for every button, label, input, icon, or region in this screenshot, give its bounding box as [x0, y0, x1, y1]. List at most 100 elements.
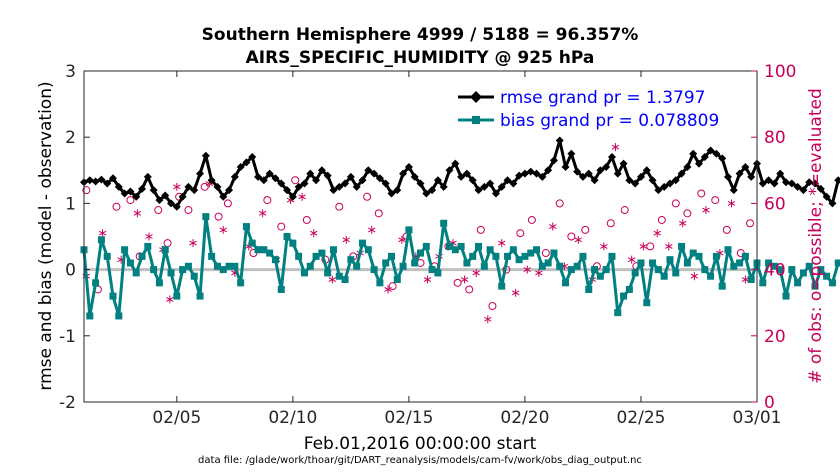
bias-point: [150, 266, 158, 274]
bias-point: [422, 242, 430, 250]
rmse-point: [834, 176, 840, 185]
obs-evaluated-point: [627, 255, 636, 264]
bias-point: [689, 249, 697, 257]
rmse-point: [561, 162, 570, 171]
y-right-tick-label: 40: [764, 261, 786, 281]
y-right-tick-label: 0: [764, 393, 775, 413]
obs-possible-point: [746, 219, 755, 228]
obs-possible-point: [606, 219, 615, 228]
obs-evaluated-point: [472, 268, 480, 277]
bias-point: [683, 259, 691, 267]
bias-point: [370, 266, 378, 274]
rmse-point: [497, 182, 506, 191]
obs-evaluated-stroke: [600, 243, 608, 249]
bias-point: [678, 242, 686, 250]
bias-point: [405, 226, 413, 234]
rmse-point: [625, 176, 634, 185]
bias-point: [480, 262, 488, 270]
bias-point: [121, 246, 129, 254]
obs-evaluated-point: [133, 209, 142, 218]
rmse-point: [619, 159, 628, 168]
bias-point: [109, 292, 117, 300]
bias-point: [823, 272, 831, 280]
bias-point: [289, 239, 297, 247]
obs-evaluated-stroke: [328, 277, 337, 282]
obs-evaluated-stroke: [189, 240, 197, 246]
bias-point: [173, 292, 181, 300]
bias-point: [179, 266, 187, 274]
bias-point: [399, 262, 407, 270]
footnote: data file: /glade/work/thoar/git/DART_re…: [198, 455, 642, 466]
bias-point: [765, 259, 773, 267]
rmse-point: [555, 136, 564, 145]
obs-evaluated-point: [460, 275, 469, 284]
rmse-point: [138, 184, 147, 193]
rmse-point: [277, 179, 286, 188]
x-axis-label: Feb.01,2016 00:00:00 start: [304, 434, 537, 454]
obs-evaluated-point: [145, 232, 153, 241]
legend: rmse grand pr = 1.3797 bias grand pr = 0…: [458, 88, 719, 131]
bias-point: [498, 282, 506, 290]
obs-possible-point: [263, 196, 272, 205]
obs-possible-point: [527, 215, 536, 224]
obs-evaluated-stroke: [384, 287, 392, 292]
obs-evaluated-point: [665, 242, 673, 251]
obs-evaluated-stroke: [460, 277, 469, 282]
y-right-tick-label: 20: [764, 327, 786, 347]
obs-possible-point: [291, 176, 300, 185]
bias-point: [614, 309, 622, 317]
rmse-point: [451, 159, 460, 168]
rmse-point: [399, 169, 408, 178]
rmse-point: [776, 169, 785, 178]
rmse-point: [161, 191, 170, 200]
bias-point: [254, 246, 262, 254]
y-left-tick-label: -2: [59, 393, 76, 413]
obs-possible-point: [488, 302, 497, 311]
bias-point: [312, 252, 320, 260]
obs-evaluated-stroke: [639, 243, 648, 249]
bias-point: [335, 272, 343, 280]
rmse-point: [828, 199, 837, 208]
bias-point: [283, 233, 291, 240]
y-left-tick-label: 0: [65, 261, 76, 281]
obs-evaluated-point: [484, 315, 492, 324]
bias-point: [759, 279, 767, 287]
obs-possible-point: [555, 199, 564, 208]
bias-point: [544, 259, 552, 267]
rmse-point: [283, 186, 292, 195]
rmse-point: [700, 153, 709, 162]
rmse-point: [782, 178, 791, 187]
bias-point: [260, 246, 268, 254]
obs-evaluated-point: [653, 229, 661, 238]
bias-point: [834, 259, 840, 267]
bias-point: [579, 252, 587, 260]
rmse-point: [573, 167, 582, 176]
obs-possible-point: [388, 282, 397, 291]
rmse-point: [213, 182, 222, 191]
bias-point: [828, 279, 836, 287]
bias-point: [712, 252, 720, 260]
rmse-point: [201, 151, 210, 160]
obs-evaluated-stroke: [665, 243, 673, 249]
obs-evaluated-stroke: [535, 270, 543, 276]
rmse-point: [230, 172, 239, 181]
rmse-point: [578, 172, 587, 181]
obs-evaluated-stroke: [173, 184, 181, 190]
bias-point: [138, 252, 146, 260]
obs-evaluated-stroke: [368, 227, 376, 233]
rmse-point: [288, 192, 297, 201]
bias-point: [266, 249, 274, 257]
rmse-point: [718, 154, 727, 163]
bias-point: [585, 285, 593, 293]
rmse-point: [184, 182, 193, 191]
obs-evaluated-stroke: [133, 210, 142, 216]
bias-point: [637, 259, 645, 267]
obs-evaluated-point: [574, 235, 583, 244]
obs-possible-point: [711, 196, 720, 205]
rmse-point: [219, 192, 228, 201]
y-left-tick-label: 2: [65, 128, 76, 148]
obs-possible-point: [374, 209, 383, 218]
rmse-point: [428, 186, 437, 195]
bias-point: [411, 259, 419, 267]
bias-point: [295, 252, 303, 260]
